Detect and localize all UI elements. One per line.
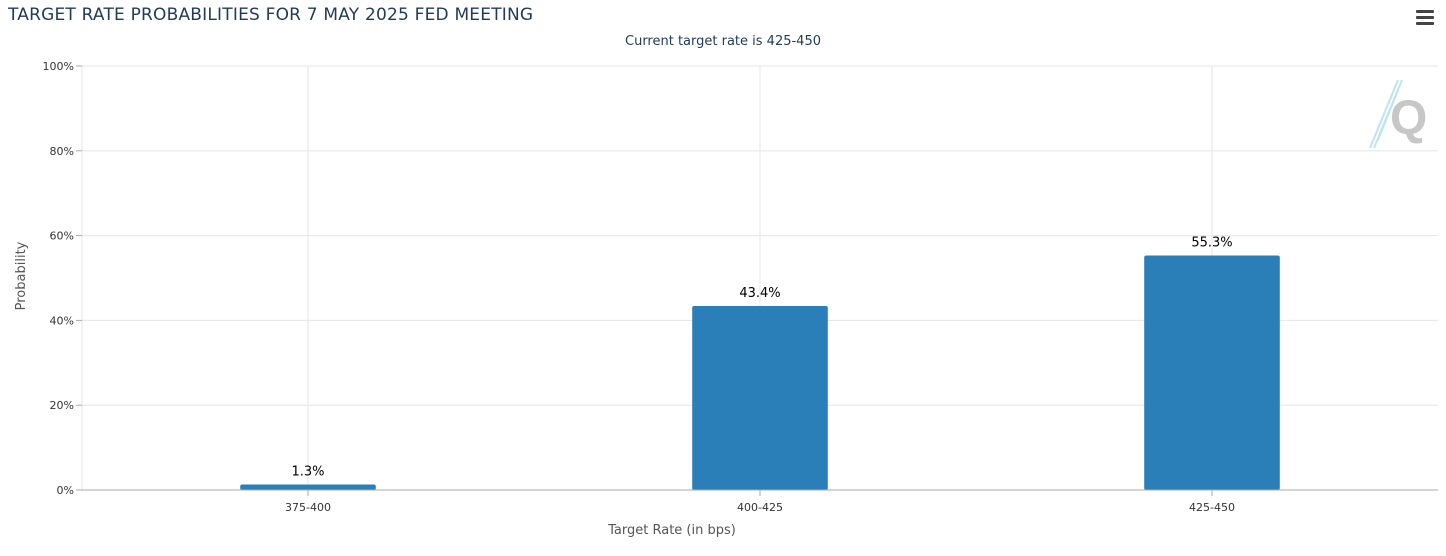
data-label-400-425: 43.4% [739, 286, 780, 301]
y-tick-label: 20% [50, 399, 74, 412]
q-logo-letter: Q [1390, 92, 1427, 145]
y-tick-label: 100% [43, 60, 74, 73]
chart-subtitle: Current target rate is 425-450 [625, 34, 821, 49]
y-tick-label: 0% [57, 484, 74, 497]
x-axis-ticks: 375-400 400-425 425-450 [285, 490, 1235, 514]
data-labels: 1.3% 43.4% 55.3% [291, 236, 1232, 480]
data-label-425-450: 55.3% [1191, 236, 1232, 251]
y-tick-label: 60% [50, 230, 74, 243]
x-tick-label: 425-450 [1189, 501, 1235, 514]
bar-400-425[interactable] [692, 305, 828, 490]
chart-title: TARGET RATE PROBABILITIES FOR 7 MAY 2025… [8, 5, 534, 25]
y-tick-label: 80% [50, 145, 74, 158]
x-axis-title: Target Rate (in bps) [607, 523, 736, 538]
y-axis-title: Probability [14, 241, 29, 310]
data-label-375-400: 1.3% [291, 464, 324, 479]
bar-375-400[interactable] [240, 484, 376, 490]
x-tick-label: 375-400 [285, 501, 331, 514]
x-tick-label: 400-425 [737, 501, 783, 514]
y-tick-label: 40% [50, 314, 74, 327]
bars [240, 255, 1280, 490]
bar-425-450[interactable] [1144, 255, 1280, 490]
y-axis-ticks: 0% 20% 40% 60% 80% 100% [43, 60, 82, 497]
hamburger-menu-icon[interactable] [1416, 10, 1434, 26]
q-logo-icon: Q [1369, 79, 1427, 149]
